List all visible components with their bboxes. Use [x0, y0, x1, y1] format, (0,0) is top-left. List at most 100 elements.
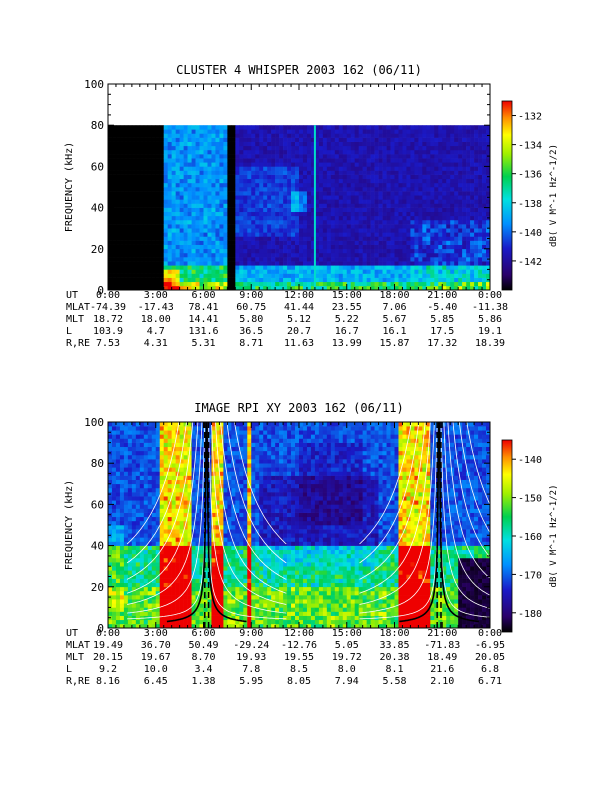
spectrogram-cell	[127, 228, 133, 233]
spectrogram-cell	[374, 203, 379, 208]
spectrogram-cell	[326, 195, 332, 200]
spectrogram-cell	[470, 170, 475, 175]
ephemeris-value: 15.87	[379, 338, 409, 349]
spectrogram-cell	[171, 430, 176, 435]
spectrogram-cell	[151, 219, 157, 225]
spectrogram-cell	[358, 277, 363, 283]
spectrogram-cell	[438, 158, 443, 163]
spectrogram-cell	[175, 129, 180, 134]
spectrogram-cell	[482, 178, 487, 184]
spectrogram-cell	[466, 240, 471, 245]
spectrogram-cell	[175, 154, 180, 159]
spectrogram-cell	[454, 203, 459, 208]
spectrogram-cell	[402, 178, 407, 184]
spectrogram-cell	[422, 224, 427, 229]
spectrogram-cell	[175, 500, 180, 505]
spectrogram-cell	[394, 137, 399, 142]
spectrogram-cell	[108, 252, 113, 258]
spectrogram-cell	[446, 219, 451, 225]
spectrogram-cell	[334, 178, 340, 184]
spectrogram-cell	[322, 261, 328, 266]
spectrogram-cell	[151, 248, 157, 254]
spectrogram-cell	[299, 162, 304, 167]
spectrogram-cell	[306, 224, 312, 229]
spectrogram-cell	[147, 434, 153, 439]
spectrogram-cell	[123, 199, 129, 204]
spectrogram-cell	[470, 195, 475, 200]
spectrogram-cell	[167, 244, 172, 250]
spectrogram-cell	[143, 277, 149, 283]
spectrogram-cell	[131, 125, 137, 130]
spectrogram-cell	[147, 595, 153, 600]
spectrogram-cell	[108, 129, 113, 134]
spectrogram-cell	[330, 211, 336, 217]
spectrogram-cell	[203, 261, 208, 266]
spectrogram-cell	[462, 154, 467, 159]
spectrogram-cell	[354, 158, 359, 163]
spectrogram-cell	[163, 508, 168, 513]
spectrogram-cell	[155, 182, 161, 188]
spectrogram-cell	[167, 248, 172, 254]
spectrogram-cell	[358, 125, 363, 130]
spectrogram-cell	[402, 137, 407, 142]
spectrogram-cell	[410, 228, 415, 233]
spectrogram-cell	[426, 215, 431, 221]
spectrogram-cell	[334, 158, 340, 163]
spectrogram-cell	[478, 178, 483, 184]
spectrogram-cell	[299, 191, 304, 196]
spectrogram-cell	[143, 450, 149, 456]
spectrogram-cell	[147, 125, 153, 130]
spectrogram-cell	[267, 281, 272, 287]
spectrogram-cell	[195, 187, 200, 192]
spectrogram-cell	[167, 281, 172, 287]
spectrogram-cell	[143, 467, 149, 472]
spectrogram-cell	[255, 154, 260, 159]
spectrogram-cell	[227, 199, 232, 204]
spectrogram-cell	[203, 252, 208, 258]
spectrogram-cell	[334, 265, 340, 270]
spectrogram-cell	[135, 582, 141, 588]
spectrogram-cell	[179, 211, 184, 217]
spectrogram-cell	[159, 446, 165, 452]
spectrogram-cell	[454, 285, 459, 290]
spectrogram-cell	[195, 257, 200, 262]
spectrogram-cell	[127, 611, 133, 616]
spectrogram-cell	[326, 145, 332, 151]
spectrogram-cell	[223, 269, 228, 274]
spectrogram-cell	[474, 162, 479, 167]
spectrogram-cell	[167, 520, 172, 526]
spectrogram-cell	[283, 129, 288, 134]
spectrogram-cell	[163, 454, 168, 460]
spectrogram-cell	[410, 129, 415, 134]
spectrogram-cell	[167, 145, 172, 151]
spectrogram-cell	[430, 187, 435, 192]
spectrogram-cell	[223, 236, 228, 241]
spectrogram-cell	[318, 211, 324, 217]
spectrogram-cell	[338, 285, 344, 290]
spectrogram-cell	[259, 252, 264, 258]
spectrogram-cell	[131, 257, 137, 262]
spectrogram-cell	[207, 154, 212, 159]
spectrogram-cell	[111, 166, 117, 171]
spectrogram-cell	[147, 516, 153, 522]
emission-line	[313, 125, 316, 290]
spectrogram-cell	[139, 557, 145, 563]
spectrogram-cell	[123, 422, 129, 427]
spectrogram-cell	[215, 207, 220, 213]
spectrogram-cell	[143, 252, 149, 258]
spectrogram-cell	[287, 162, 292, 167]
spectrogram-cell	[334, 203, 340, 208]
spectrogram-cell	[167, 228, 172, 233]
spectrogram-cell	[446, 285, 451, 290]
spectrogram-cell	[123, 224, 129, 229]
spectrogram-cell	[127, 512, 133, 518]
spectrogram-cell	[183, 154, 188, 159]
spectrogram-cell	[255, 137, 260, 142]
colorbar-tick-label: -132	[518, 112, 542, 123]
spectrogram-cell	[143, 187, 149, 192]
spectrogram-cell	[474, 170, 479, 175]
spectrogram-cell	[195, 133, 200, 138]
spectrogram-cell	[314, 203, 320, 208]
spectrogram-cell	[366, 236, 371, 241]
spectrogram-cell	[259, 174, 264, 180]
